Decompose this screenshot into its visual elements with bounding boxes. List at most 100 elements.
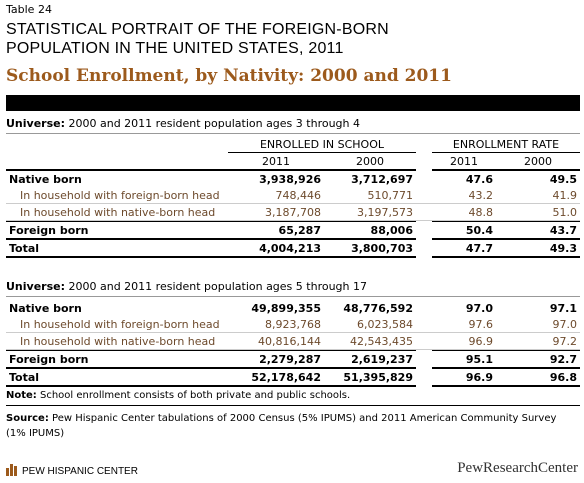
rule	[6, 296, 580, 297]
cell: 47.7	[432, 238, 496, 258]
cell: 96.9	[432, 333, 496, 350]
rule	[6, 133, 580, 134]
row-label: Native born	[9, 301, 82, 315]
cell: 3,712,697	[324, 169, 416, 187]
footer-left: PEW HISPANIC CENTER	[22, 466, 138, 477]
spacer	[416, 153, 432, 169]
cell: 97.0	[496, 316, 580, 333]
row-label: In household with native-born head	[6, 333, 228, 350]
header-bar	[6, 95, 580, 111]
cell: 97.1	[549, 301, 577, 315]
row-label: Total	[6, 238, 228, 258]
cell: 47.6	[432, 169, 496, 187]
spacer	[416, 187, 432, 204]
table-row: In household with native-born head 3,187,…	[6, 204, 580, 221]
spacer	[416, 238, 432, 258]
row-label: Total	[6, 367, 228, 387]
spacer	[416, 333, 432, 350]
cell: 96.9	[432, 367, 496, 387]
column-header: 2011	[262, 154, 290, 168]
table-body: Native born 49,899,355 48,776,592 97.0 97.1 I…	[6, 300, 580, 387]
row-label: In household with foreign-born head	[6, 187, 228, 204]
cell: 8,923,768	[228, 316, 324, 333]
cell: 49.3	[496, 238, 580, 258]
cell: 4,004,213	[228, 238, 324, 258]
column-header: 2000	[524, 154, 552, 168]
group-header: ENROLLMENT RATE	[432, 137, 580, 153]
row-label: Native born	[6, 169, 228, 187]
cell: 97.2	[496, 333, 580, 350]
spacer	[416, 204, 432, 221]
cell: 96.8	[496, 367, 580, 387]
universe: Universe: 2000 and 2011 resident populat…	[6, 117, 360, 130]
cell: 3,187,708	[228, 204, 324, 221]
logo-icon	[6, 464, 17, 476]
title: STATISTICAL PORTRAIT OF THE FOREIGN-BORN…	[6, 20, 389, 58]
note-label: Note:	[6, 390, 37, 401]
cell: 42,543,435	[324, 333, 416, 350]
universe-text: 2000 and 2011 resident population ages 5…	[68, 280, 368, 293]
table-row: Native born 49,899,355 48,776,592 97.0 97.1	[6, 300, 580, 316]
column-header: 2000	[356, 154, 384, 168]
cell: 43.7	[496, 221, 580, 238]
cell: 92.7	[496, 350, 580, 367]
cell: 50.4	[432, 221, 496, 238]
footer-right: PewResearchCenter	[457, 460, 578, 476]
source-label: Source:	[6, 413, 49, 424]
cell: 65,287	[228, 221, 324, 238]
cell: 49,899,355	[251, 301, 321, 315]
cell: 52,178,642	[228, 367, 324, 387]
cell: 51,395,829	[324, 367, 416, 387]
column-header-row: 2011 2000 2011 2000	[6, 153, 580, 169]
group-header-row: ENROLLED IN SCHOOL ENROLLMENT RATE	[6, 137, 580, 153]
table-row: In household with foreign-born head 8,923…	[6, 316, 580, 333]
table-label: Table 24	[6, 3, 52, 16]
spacer	[6, 137, 228, 153]
row-label: In household with native-born head	[6, 204, 228, 221]
cell: 48,776,592	[343, 301, 413, 315]
source: Source: Pew Hispanic Center tabulations …	[6, 411, 578, 441]
row-label: In household with foreign-born head	[6, 316, 228, 333]
source-text: Pew Hispanic Center tabulations of 2000 …	[6, 413, 557, 439]
table-row: In household with foreign-born head 748,4…	[6, 187, 580, 204]
title-line: STATISTICAL PORTRAIT OF THE FOREIGN-BORN	[6, 21, 389, 38]
subtitle: School Enrollment, by Nativity: 2000 and…	[6, 66, 452, 86]
spacer	[416, 221, 432, 238]
cell: 6,023,584	[324, 316, 416, 333]
cell: 3,938,926	[228, 169, 324, 187]
spacer	[416, 169, 432, 187]
universe-text: 2000 and 2011 resident population ages 3…	[68, 117, 361, 130]
cell: 510,771	[324, 187, 416, 204]
table-row: Total 4,004,213 3,800,703 47.7 49.3	[6, 238, 580, 258]
cell: 40,816,144	[228, 333, 324, 350]
cell: 3,800,703	[324, 238, 416, 258]
title-line: POPULATION IN THE UNITED STATES, 2011	[6, 40, 344, 57]
column-header: 2011	[450, 154, 478, 168]
row-label: Foreign born	[6, 350, 228, 367]
cell: 3,197,573	[324, 204, 416, 221]
cell: 97.6	[432, 316, 496, 333]
data-table: Native born 49,899,355 48,776,592 97.0 97.1 I…	[6, 300, 580, 387]
table-row: Foreign born 65,287 88,006 50.4 43.7	[6, 221, 580, 238]
table-body: ENROLLED IN SCHOOL ENROLLMENT RATE 2011 200…	[6, 137, 580, 258]
universe-label: Universe:	[6, 280, 65, 293]
spacer	[416, 350, 432, 367]
spacer	[6, 153, 228, 169]
cell: 748,446	[228, 187, 324, 204]
spacer	[416, 137, 432, 153]
data-table: ENROLLED IN SCHOOL ENROLLMENT RATE 2011 200…	[6, 137, 580, 258]
cell: 88,006	[324, 221, 416, 238]
table-row: Foreign born 2,279,287 2,619,237 95.1 92.7	[6, 350, 580, 367]
group-header: ENROLLED IN SCHOOL	[228, 137, 416, 153]
cell: 49.5	[496, 169, 580, 187]
cell: 43.2	[432, 187, 496, 204]
cell: 2,279,287	[228, 350, 324, 367]
cell: 95.1	[432, 350, 496, 367]
table-row: Total 52,178,642 51,395,829 96.9 96.8	[6, 367, 580, 387]
row-label: Foreign born	[6, 221, 228, 238]
spacer	[416, 367, 432, 387]
spacer	[416, 316, 432, 333]
cell: 41.9	[496, 187, 580, 204]
universe-label: Universe:	[6, 117, 65, 130]
